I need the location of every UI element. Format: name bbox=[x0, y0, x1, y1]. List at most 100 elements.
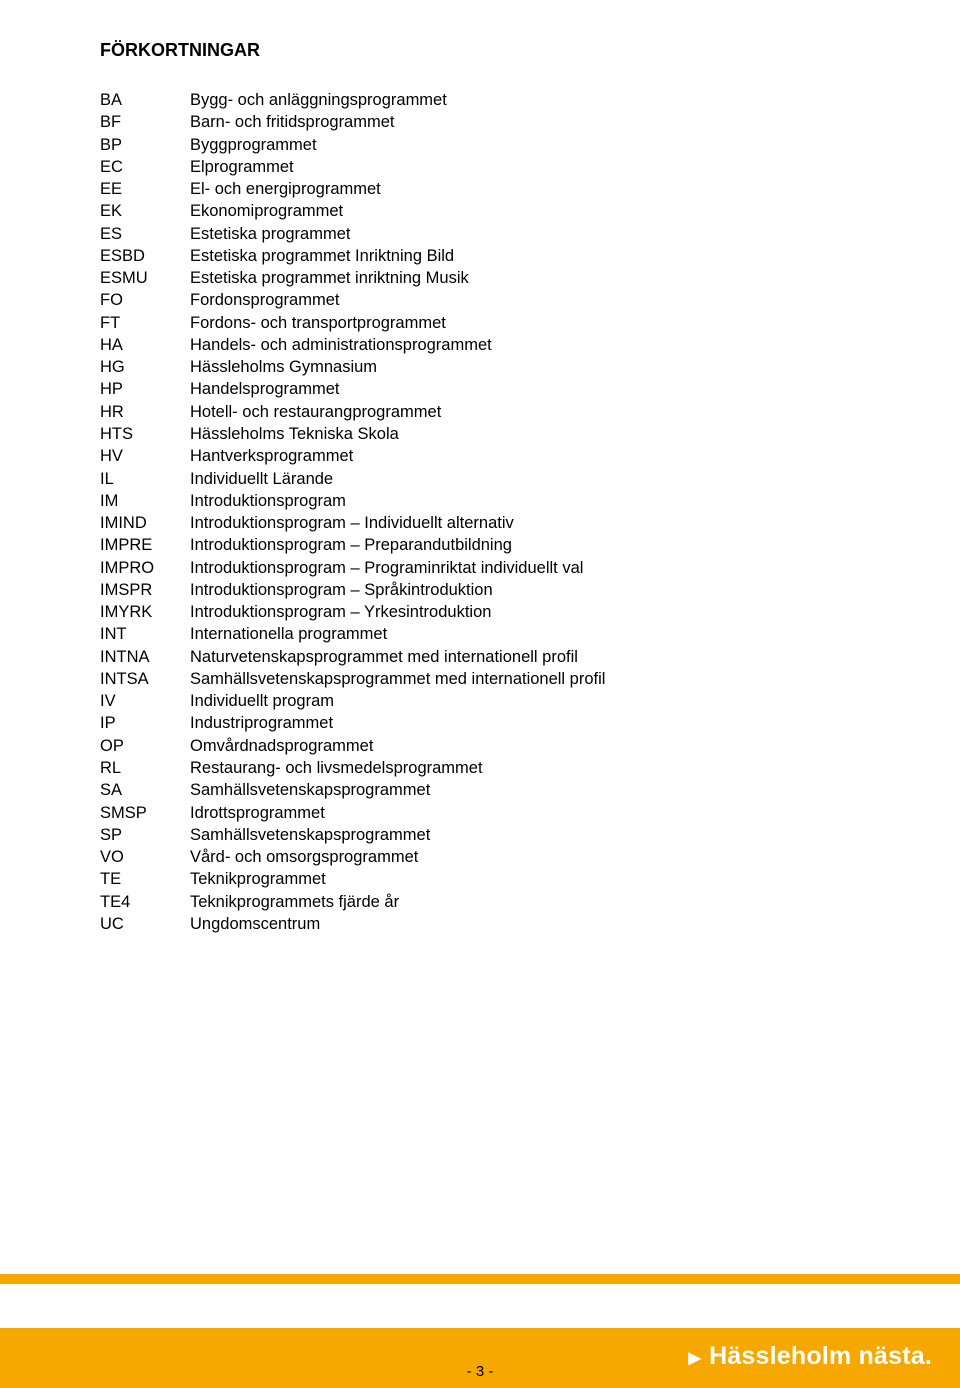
abbr-code: INT bbox=[100, 623, 190, 645]
abbr-description: Internationella programmet bbox=[190, 623, 860, 645]
abbr-code: HR bbox=[100, 401, 190, 423]
abbr-code: INTNA bbox=[100, 646, 190, 668]
abbr-description: Introduktionsprogram – Programinriktat i… bbox=[190, 557, 860, 579]
page: FÖRKORTNINGAR BABygg- och anläggningspro… bbox=[0, 0, 960, 1388]
abbr-code: SP bbox=[100, 824, 190, 846]
abbr-description: Introduktionsprogram bbox=[190, 490, 860, 512]
abbr-description: Industriprogrammet bbox=[190, 712, 860, 734]
list-item: HPHandelsprogrammet bbox=[100, 378, 860, 400]
abbr-description: Fordons- och transportprogrammet bbox=[190, 312, 860, 334]
abbr-code: ESMU bbox=[100, 267, 190, 289]
page-number: - 3 - bbox=[0, 1363, 960, 1380]
list-item: HVHantverksprogrammet bbox=[100, 445, 860, 467]
abbr-description: Elprogrammet bbox=[190, 156, 860, 178]
list-item: RLRestaurang- och livsmedelsprogrammet bbox=[100, 757, 860, 779]
abbr-description: Fordonsprogrammet bbox=[190, 289, 860, 311]
list-item: UCUngdomscentrum bbox=[100, 913, 860, 935]
list-item: IMYRKIntroduktionsprogram – Yrkesintrodu… bbox=[100, 601, 860, 623]
abbr-description: El- och energiprogrammet bbox=[190, 178, 860, 200]
list-item: HAHandels- och administrationsprogrammet bbox=[100, 334, 860, 356]
list-item: SASamhällsvetenskapsprogrammet bbox=[100, 779, 860, 801]
abbr-description: Teknikprogrammets fjärde år bbox=[190, 891, 860, 913]
abbr-description: Introduktionsprogram – Yrkesintroduktion bbox=[190, 601, 860, 623]
abbr-code: EC bbox=[100, 156, 190, 178]
list-item: IPIndustriprogrammet bbox=[100, 712, 860, 734]
abbr-code: BA bbox=[100, 89, 190, 111]
abbr-code: TE bbox=[100, 868, 190, 890]
list-item: HRHotell- och restaurangprogrammet bbox=[100, 401, 860, 423]
abbr-code: EK bbox=[100, 200, 190, 222]
abbr-code: HA bbox=[100, 334, 190, 356]
list-item: ESMUEstetiska programmet inriktning Musi… bbox=[100, 267, 860, 289]
list-item: EEEl- och energiprogrammet bbox=[100, 178, 860, 200]
abbr-description: Barn- och fritidsprogrammet bbox=[190, 111, 860, 133]
list-item: ECElprogrammet bbox=[100, 156, 860, 178]
list-item: BABygg- och anläggningsprogrammet bbox=[100, 89, 860, 111]
abbr-code: TE4 bbox=[100, 891, 190, 913]
abbr-description: Handels- och administrationsprogrammet bbox=[190, 334, 860, 356]
list-item: IMSPRIntroduktionsprogram – Språkintrodu… bbox=[100, 579, 860, 601]
abbr-code: IMIND bbox=[100, 512, 190, 534]
abbr-description: Samhällsvetenskapsprogrammet med interna… bbox=[190, 668, 860, 690]
abbr-code: IV bbox=[100, 690, 190, 712]
abbr-code: IL bbox=[100, 468, 190, 490]
abbr-code: HP bbox=[100, 378, 190, 400]
list-item: SPSamhällsvetenskapsprogrammet bbox=[100, 824, 860, 846]
decorative-strip bbox=[0, 1274, 960, 1284]
list-item: INTInternationella programmet bbox=[100, 623, 860, 645]
abbr-description: Byggprogrammet bbox=[190, 134, 860, 156]
abbr-code: SMSP bbox=[100, 802, 190, 824]
abbr-description: Handelsprogrammet bbox=[190, 378, 860, 400]
abbr-description: Hotell- och restaurangprogrammet bbox=[190, 401, 860, 423]
abbr-code: IM bbox=[100, 490, 190, 512]
abbr-description: Hässleholms Tekniska Skola bbox=[190, 423, 860, 445]
abbr-description: Introduktionsprogram – Individuellt alte… bbox=[190, 512, 860, 534]
list-item: IVIndividuellt program bbox=[100, 690, 860, 712]
abbr-code: HV bbox=[100, 445, 190, 467]
abbr-code: BP bbox=[100, 134, 190, 156]
abbr-description: Vård- och omsorgsprogrammet bbox=[190, 846, 860, 868]
list-item: HGHässleholms Gymnasium bbox=[100, 356, 860, 378]
abbr-code: SA bbox=[100, 779, 190, 801]
abbr-description: Samhällsvetenskapsprogrammet bbox=[190, 824, 860, 846]
abbr-description: Individuellt Lärande bbox=[190, 468, 860, 490]
list-item: IMIntroduktionsprogram bbox=[100, 490, 860, 512]
abbr-description: Samhällsvetenskapsprogrammet bbox=[190, 779, 860, 801]
abbr-code: ESBD bbox=[100, 245, 190, 267]
list-item: EKEkonomiprogrammet bbox=[100, 200, 860, 222]
abbr-description: Omvårdnadsprogrammet bbox=[190, 735, 860, 757]
abbr-code: HG bbox=[100, 356, 190, 378]
abbr-code: ES bbox=[100, 223, 190, 245]
list-item: SMSPIdrottsprogrammet bbox=[100, 802, 860, 824]
abbr-code: IMPRO bbox=[100, 557, 190, 579]
abbr-description: Bygg- och anläggningsprogrammet bbox=[190, 89, 860, 111]
list-item: IMINDIntroduktionsprogram – Individuellt… bbox=[100, 512, 860, 534]
abbr-code: FO bbox=[100, 289, 190, 311]
abbr-code: IMYRK bbox=[100, 601, 190, 623]
list-item: ESEstetiska programmet bbox=[100, 223, 860, 245]
list-item: ESBDEstetiska programmet Inriktning Bild bbox=[100, 245, 860, 267]
abbr-code: IMPRE bbox=[100, 534, 190, 556]
list-item: FTFordons- och transportprogrammet bbox=[100, 312, 860, 334]
abbr-description: Estetiska programmet inriktning Musik bbox=[190, 267, 860, 289]
abbr-code: IP bbox=[100, 712, 190, 734]
abbr-description: Estetiska programmet Inriktning Bild bbox=[190, 245, 860, 267]
abbr-description: Hässleholms Gymnasium bbox=[190, 356, 860, 378]
list-item: HTSHässleholms Tekniska Skola bbox=[100, 423, 860, 445]
abbr-code: OP bbox=[100, 735, 190, 757]
page-title: FÖRKORTNINGAR bbox=[100, 40, 860, 61]
list-item: VOVård- och omsorgsprogrammet bbox=[100, 846, 860, 868]
abbr-description: Teknikprogrammet bbox=[190, 868, 860, 890]
abbr-description: Introduktionsprogram – Språkintroduktion bbox=[190, 579, 860, 601]
abbr-code: RL bbox=[100, 757, 190, 779]
list-item: IMPREIntroduktionsprogram – Preparandutb… bbox=[100, 534, 860, 556]
abbr-code: IMSPR bbox=[100, 579, 190, 601]
abbr-code: EE bbox=[100, 178, 190, 200]
list-item: ILIndividuellt Lärande bbox=[100, 468, 860, 490]
abbr-code: UC bbox=[100, 913, 190, 935]
abbr-description: Naturvetenskapsprogrammet med internatio… bbox=[190, 646, 860, 668]
abbr-description: Ungdomscentrum bbox=[190, 913, 860, 935]
list-item: INTSASamhällsvetenskapsprogrammet med in… bbox=[100, 668, 860, 690]
list-item: BPByggprogrammet bbox=[100, 134, 860, 156]
abbr-description: Individuellt program bbox=[190, 690, 860, 712]
